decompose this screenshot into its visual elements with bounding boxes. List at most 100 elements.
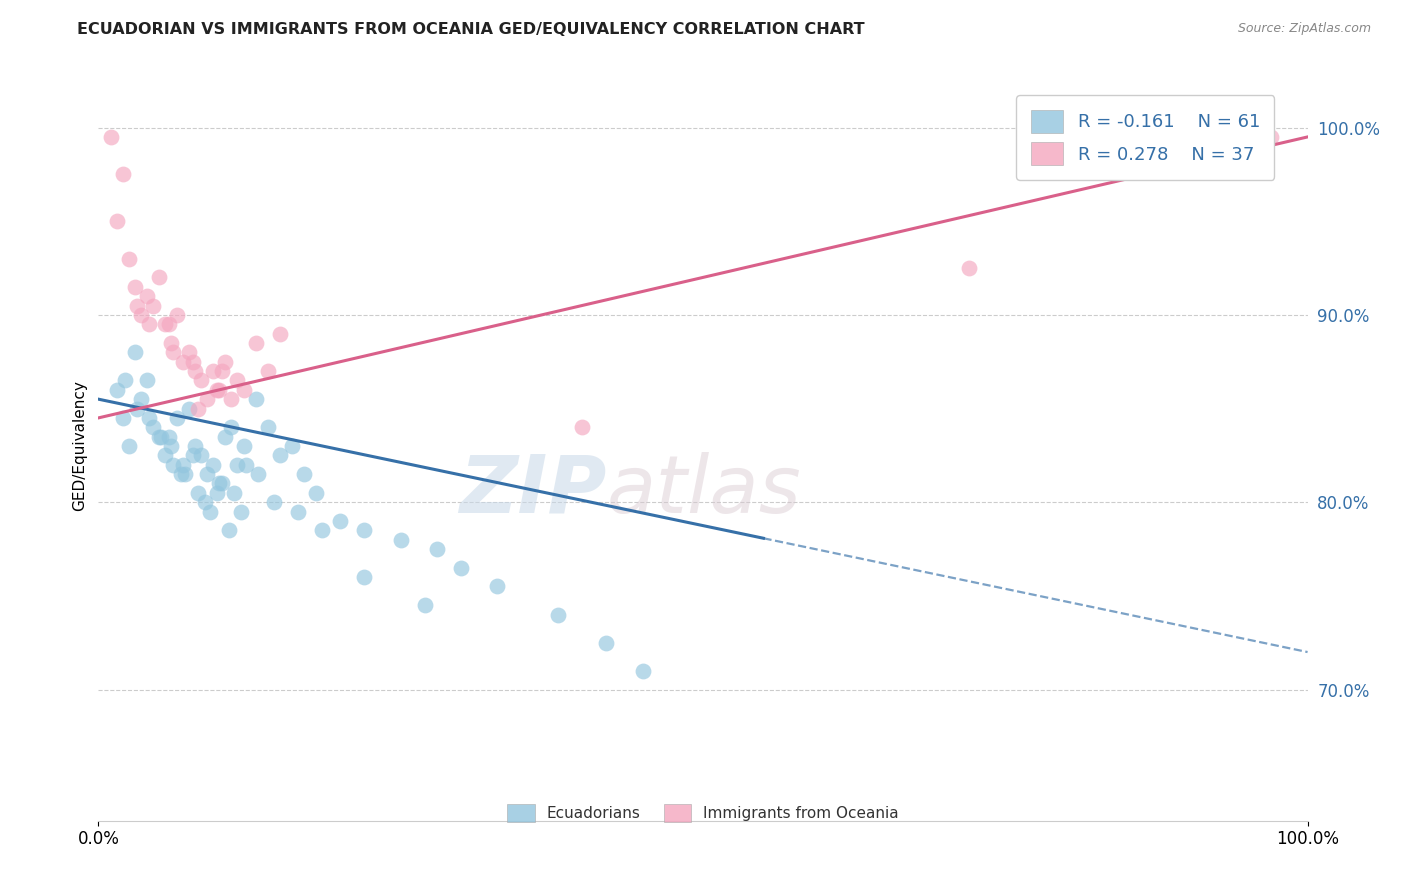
Point: [205, 486, 228, 500]
Point: [426, 542, 449, 557]
Point: [150, 430, 173, 444]
Point: [195, 392, 218, 407]
Point: [595, 636, 617, 650]
Point: [957, 261, 980, 276]
Point: [184, 364, 207, 378]
Point: [153, 318, 176, 332]
Point: [148, 430, 170, 444]
Point: [256, 364, 278, 378]
Point: [118, 252, 141, 266]
Point: [184, 439, 207, 453]
Point: [287, 505, 309, 519]
Point: [202, 364, 225, 378]
Point: [114, 374, 136, 388]
Y-axis label: GED/Equivalency: GED/Equivalency: [72, 381, 87, 511]
Point: [135, 289, 157, 303]
Point: [181, 355, 204, 369]
Point: [292, 467, 315, 482]
Point: [172, 355, 194, 369]
Point: [232, 439, 254, 453]
Point: [124, 280, 146, 294]
Point: [226, 374, 249, 388]
Point: [389, 533, 412, 547]
Text: atlas: atlas: [606, 452, 801, 530]
Point: [245, 336, 267, 351]
Text: ECUADORIAN VS IMMIGRANTS FROM OCEANIA GED/EQUIVALENCY CORRELATION CHART: ECUADORIAN VS IMMIGRANTS FROM OCEANIA GE…: [77, 22, 865, 37]
Point: [221, 392, 243, 407]
Point: [135, 374, 157, 388]
Text: Source: ZipAtlas.com: Source: ZipAtlas.com: [1237, 22, 1371, 36]
Point: [631, 664, 654, 678]
Point: [162, 458, 184, 472]
Point: [138, 410, 160, 425]
Point: [142, 299, 165, 313]
Point: [245, 392, 267, 407]
Point: [226, 458, 249, 472]
Point: [329, 514, 352, 528]
Point: [169, 467, 191, 482]
Point: [214, 430, 236, 444]
Point: [256, 420, 278, 434]
Point: [181, 449, 204, 463]
Point: [142, 420, 165, 434]
Point: [129, 308, 152, 322]
Point: [166, 308, 188, 322]
Point: [187, 486, 209, 500]
Point: [172, 458, 194, 472]
Point: [105, 214, 128, 228]
Point: [190, 374, 212, 388]
Point: [190, 449, 212, 463]
Legend: Ecuadorians, Immigrants from Oceania: Ecuadorians, Immigrants from Oceania: [501, 798, 905, 828]
Point: [187, 401, 209, 416]
Point: [311, 524, 333, 538]
Point: [127, 401, 149, 416]
Point: [129, 392, 152, 407]
Point: [118, 439, 141, 453]
Point: [214, 355, 236, 369]
Point: [218, 524, 240, 538]
Point: [205, 383, 228, 397]
Point: [100, 130, 122, 145]
Point: [229, 505, 252, 519]
Point: [247, 467, 270, 482]
Point: [547, 607, 569, 622]
Point: [486, 580, 509, 594]
Point: [148, 270, 170, 285]
Point: [153, 449, 176, 463]
Point: [174, 467, 197, 482]
Point: [450, 561, 472, 575]
Point: [263, 495, 285, 509]
Point: [281, 439, 304, 453]
Point: [208, 476, 231, 491]
Point: [232, 383, 254, 397]
Point: [195, 467, 218, 482]
Point: [105, 383, 128, 397]
Point: [160, 439, 183, 453]
Point: [111, 168, 134, 182]
Point: [353, 570, 375, 584]
Point: [124, 345, 146, 359]
Point: [157, 318, 180, 332]
Point: [1260, 130, 1282, 145]
Point: [221, 420, 243, 434]
Point: [194, 495, 217, 509]
Point: [179, 401, 201, 416]
Point: [222, 486, 245, 500]
Point: [235, 458, 257, 472]
Point: [571, 420, 593, 434]
Point: [162, 345, 184, 359]
Point: [353, 524, 375, 538]
Point: [111, 410, 134, 425]
Point: [166, 410, 188, 425]
Point: [179, 345, 201, 359]
Point: [269, 449, 291, 463]
Point: [127, 299, 149, 313]
Point: [211, 364, 233, 378]
Text: ZIP: ZIP: [458, 452, 606, 530]
Point: [202, 458, 225, 472]
Point: [305, 486, 328, 500]
Point: [211, 476, 233, 491]
Point: [413, 599, 436, 613]
Point: [160, 336, 183, 351]
Point: [198, 505, 221, 519]
